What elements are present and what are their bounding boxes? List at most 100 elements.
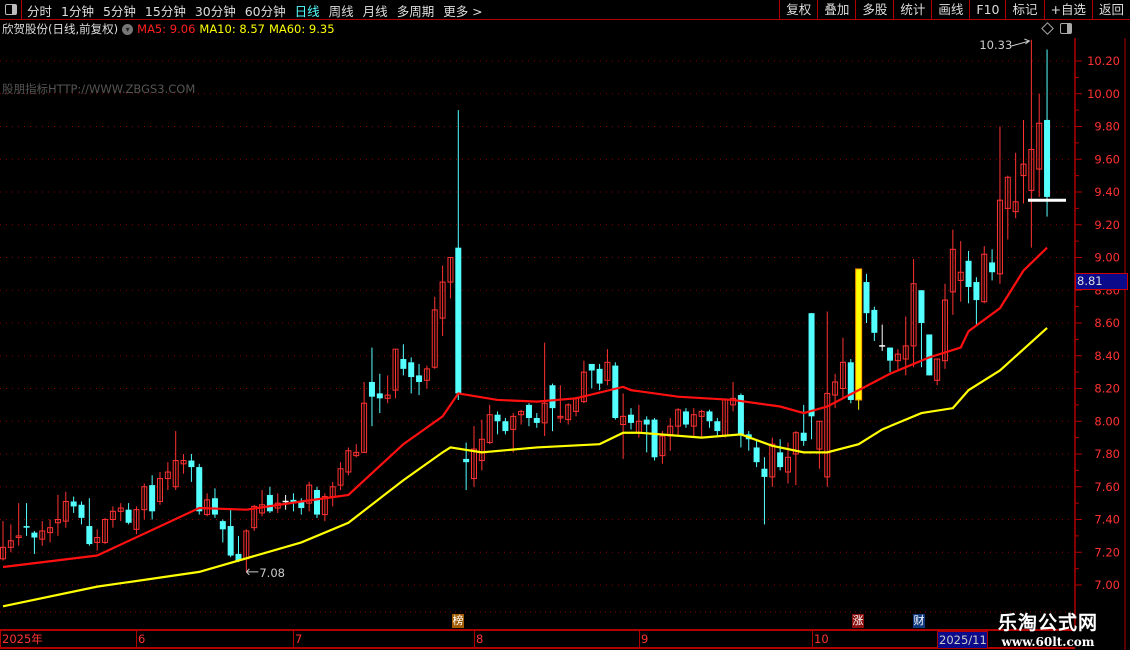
- candle-body-up: [541, 402, 548, 424]
- tab-5[interactable]: 60分钟: [244, 4, 286, 19]
- candle-body-up: [1036, 122, 1043, 170]
- candle-body-down: [643, 419, 650, 425]
- candle-body-down: [78, 504, 85, 518]
- tab-10[interactable]: 更多 >: [443, 4, 483, 19]
- candle-body-up: [447, 257, 454, 283]
- candle-body-down: [502, 421, 509, 432]
- tab-6[interactable]: 日线: [294, 4, 320, 19]
- chevron-down-icon[interactable]: ▾: [122, 23, 134, 35]
- logo-url: www.60lt.com: [1001, 635, 1095, 649]
- candle-body-up: [117, 507, 124, 512]
- candle-body-up: [62, 500, 69, 522]
- candle-body-up: [0, 546, 6, 560]
- candle-body-up: [730, 397, 737, 406]
- toolbar-button-5[interactable]: F10: [969, 0, 1005, 19]
- candle-body-down: [847, 362, 854, 400]
- y-tick-label: 10.20: [1087, 54, 1120, 68]
- panel-toggle-button[interactable]: [0, 0, 22, 19]
- candle-body-down: [266, 494, 273, 512]
- candle-body-down: [918, 290, 925, 323]
- candle-body-down: [314, 490, 320, 515]
- candle-body-up: [1028, 148, 1035, 191]
- candle-body-down: [227, 526, 234, 556]
- candle-body-down: [871, 309, 878, 333]
- panel-icon[interactable]: [1060, 23, 1072, 34]
- y-tick-label: 8.20: [1094, 382, 1120, 396]
- arrow-icon: [245, 568, 259, 576]
- candle-body-down: [588, 363, 595, 371]
- candle-body-down: [761, 468, 768, 477]
- ma10-line: [2, 327, 1048, 608]
- candle-body-down: [973, 282, 980, 301]
- candle-body-up: [981, 253, 988, 303]
- candle-body-down: [400, 359, 407, 369]
- candle-body-down: [628, 414, 634, 423]
- y-tick-label: 7.60: [1094, 480, 1120, 494]
- toolbar-button-8[interactable]: 返回: [1091, 0, 1130, 19]
- toolbar-button-3[interactable]: 统计: [893, 0, 931, 19]
- candle-body-up: [565, 404, 572, 421]
- marker-cai[interactable]: 财: [913, 614, 925, 628]
- tab-9[interactable]: 多周期: [396, 4, 435, 19]
- candle-body-down: [125, 509, 132, 523]
- y-tick-label: 7.00: [1094, 578, 1120, 592]
- candle-body-down: [219, 521, 226, 530]
- candle-body-down: [298, 501, 305, 509]
- candle-body-up: [321, 496, 328, 516]
- candle-body-down: [235, 553, 242, 561]
- candle-body-up: [7, 540, 14, 548]
- tab-8[interactable]: 月线: [362, 4, 388, 19]
- candle-body-down: [651, 419, 658, 458]
- x-axis: 2025年 6 7 8 9 10 2025/11: [0, 629, 1075, 649]
- candle-body-up: [996, 199, 1003, 275]
- x-tick-label: 2025年: [0, 631, 43, 647]
- y-tick-label: 7.40: [1094, 513, 1120, 527]
- tab-3[interactable]: 15分钟: [144, 4, 186, 19]
- candle-body-up: [816, 420, 823, 450]
- candle-body-up: [1004, 176, 1011, 209]
- tab-0[interactable]: 分时: [27, 4, 53, 19]
- toolbar-button-0[interactable]: 复权: [779, 0, 817, 19]
- candle-body-up: [604, 361, 611, 381]
- tab-2[interactable]: 5分钟: [102, 4, 136, 19]
- tab-4[interactable]: 30分钟: [194, 4, 236, 19]
- toolbar-button-6[interactable]: 标记: [1005, 0, 1043, 19]
- candle-body-up: [141, 486, 148, 511]
- tab-7[interactable]: 周线: [328, 4, 354, 19]
- marker-bang[interactable]: 榜: [452, 614, 464, 628]
- candle-body-up: [471, 448, 477, 480]
- toolbar-button-1[interactable]: 叠加: [817, 0, 855, 19]
- candle-body-up: [392, 348, 399, 391]
- candle-body-up: [109, 510, 116, 520]
- candle-body-highlight: [855, 268, 863, 401]
- candle-body-up: [839, 361, 846, 389]
- arrow-icon: [1011, 38, 1031, 47]
- y-tick-label: 7.20: [1094, 545, 1120, 559]
- candle-body-up: [486, 414, 493, 444]
- candle-body-up: [910, 283, 917, 347]
- toolbar-button-4[interactable]: 画线: [931, 0, 969, 19]
- x-tick-label: 7: [293, 631, 303, 647]
- candle-body-up: [942, 299, 948, 362]
- marker-zhang[interactable]: 涨: [852, 614, 864, 628]
- y-tick-label: 8.60: [1094, 316, 1120, 330]
- candle-body-up: [251, 505, 258, 529]
- candle-body-down: [533, 417, 540, 423]
- candle-body-up: [15, 535, 22, 539]
- high-price-label: 10.33: [979, 38, 1012, 52]
- candle-body-down: [494, 414, 501, 422]
- candle-body-up: [1020, 163, 1027, 177]
- candle-body-down: [714, 421, 721, 432]
- candle-body-down: [149, 485, 156, 512]
- tab-1[interactable]: 1分钟: [61, 4, 94, 19]
- toolbar-button-2[interactable]: 多股: [855, 0, 893, 19]
- candle-body-up: [353, 451, 360, 457]
- toolbar-button-7[interactable]: +自选: [1043, 0, 1092, 19]
- candle-body-up: [361, 402, 368, 453]
- watermark: 股朋指标HTTP://WWW.ZBGS3.COM: [2, 82, 196, 96]
- ma10-legend: MA10: 8.57: [199, 22, 265, 36]
- candle-body-up: [423, 368, 430, 381]
- candle-body-down: [926, 334, 933, 376]
- y-tick-label: 9.60: [1094, 152, 1120, 166]
